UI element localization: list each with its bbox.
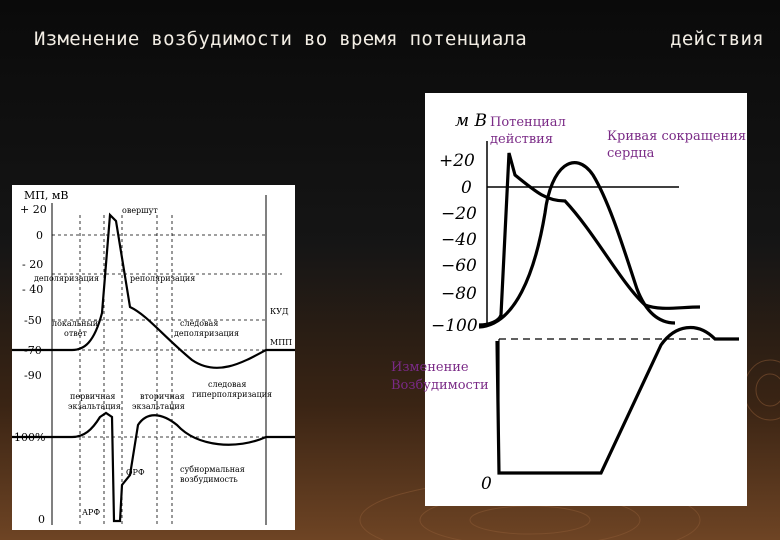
right-tick-minus100: −100 <box>431 316 478 336</box>
cardiac-ap-contraction-diagram: м В +20 0 −20 −40 −60 −80 −100 0 Потенци… <box>431 111 746 494</box>
primary-exaltation-label-1: первичная <box>70 392 115 401</box>
secondary-exaltation-label-1: вторичная <box>140 392 185 401</box>
right-y-axis-label: м В <box>455 111 487 131</box>
left-tick-minus40: - 40 <box>22 283 43 296</box>
contraction-label-1: Кривая сокращения <box>607 129 746 144</box>
right-tick-minus60: −60 <box>441 256 477 276</box>
left-diagram-panel: МП, мВ + 20 0 - 20 - 40 -50 -70 -90 100%… <box>12 185 295 530</box>
right-tick-0: 0 <box>461 178 472 198</box>
ap-label-1: Потенциал <box>490 115 566 130</box>
excitability-label-1: Изменение <box>391 360 469 375</box>
excitability-action-potential-diagram: МП, мВ + 20 0 - 20 - 40 -50 -70 -90 100%… <box>12 189 295 526</box>
left-y-axis-label: МП, мВ <box>24 189 69 202</box>
right-diagram-panel: м В +20 0 −20 −40 −60 −80 −100 0 Потенци… <box>425 93 747 506</box>
right-excitability-zero-label: 0 <box>481 474 492 494</box>
trace-hyperpolarization-label-1: следовая <box>208 380 246 389</box>
primary-exaltation-label-2: экзальтация <box>68 402 121 411</box>
excitability-label-overlay: Изменение Возбудимости <box>391 360 489 393</box>
trace-hyperpolarization-label-2: гиперполяризация <box>192 390 272 399</box>
left-action-potential-curve <box>12 212 295 369</box>
left-tick-minus50: -50 <box>24 314 42 327</box>
depolarization-label: деполяризация <box>34 274 99 283</box>
secondary-exaltation-label-2: экзальтация <box>132 402 185 411</box>
subnormal-label-1: субнормальная <box>180 465 245 474</box>
local-response-label-1: локальный <box>52 319 98 328</box>
trace-depolarization-label-2: деполяризация <box>174 329 239 338</box>
repolarization-label: реполяризация <box>130 274 195 283</box>
subnormal-label-2: возбудимость <box>180 475 238 484</box>
left-tick-minus90: -90 <box>24 369 42 382</box>
slide-title: Изменение возбудимости во время потенциа… <box>34 28 764 50</box>
right-tick-plus20: +20 <box>439 151 475 171</box>
left-excitability-curve <box>12 411 295 523</box>
overshoot-label: овершут <box>122 206 158 215</box>
right-contraction-curve <box>478 161 676 329</box>
left-tick-minus70: -70 <box>24 344 42 357</box>
left-tick-plus20: + 20 <box>20 203 47 216</box>
right-tick-minus20: −20 <box>441 204 477 224</box>
right-action-potential-curve <box>478 152 701 327</box>
local-response-label-2: ответ <box>64 329 87 338</box>
slide-title-part1: Изменение возбудимости во время потенциа… <box>34 28 528 50</box>
kud-label: КУД <box>270 307 289 316</box>
right-excitability-curve <box>495 325 739 475</box>
ap-label-2: действия <box>490 132 553 147</box>
left-tick-zero-excitability: 0 <box>38 513 45 526</box>
left-tick-100-percent: 100% <box>14 431 45 444</box>
orf-label: ОРФ <box>126 468 145 477</box>
excitability-label-2: Возбудимости <box>391 378 489 393</box>
arf-label: АРФ <box>82 508 100 517</box>
right-tick-minus40: −40 <box>441 230 477 250</box>
left-tick-minus20: - 20 <box>22 258 43 271</box>
mpp-label: МПП <box>270 338 292 347</box>
contraction-label-2: сердца <box>607 146 655 161</box>
trace-depolarization-label-1: следовая <box>180 319 218 328</box>
slide-title-part2: действия <box>670 28 764 50</box>
left-tick-0: 0 <box>36 229 43 242</box>
right-tick-minus80: −80 <box>441 284 477 304</box>
